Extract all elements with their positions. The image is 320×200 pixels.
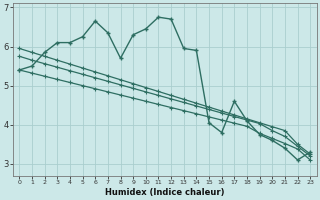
X-axis label: Humidex (Indice chaleur): Humidex (Indice chaleur) [105,188,225,197]
